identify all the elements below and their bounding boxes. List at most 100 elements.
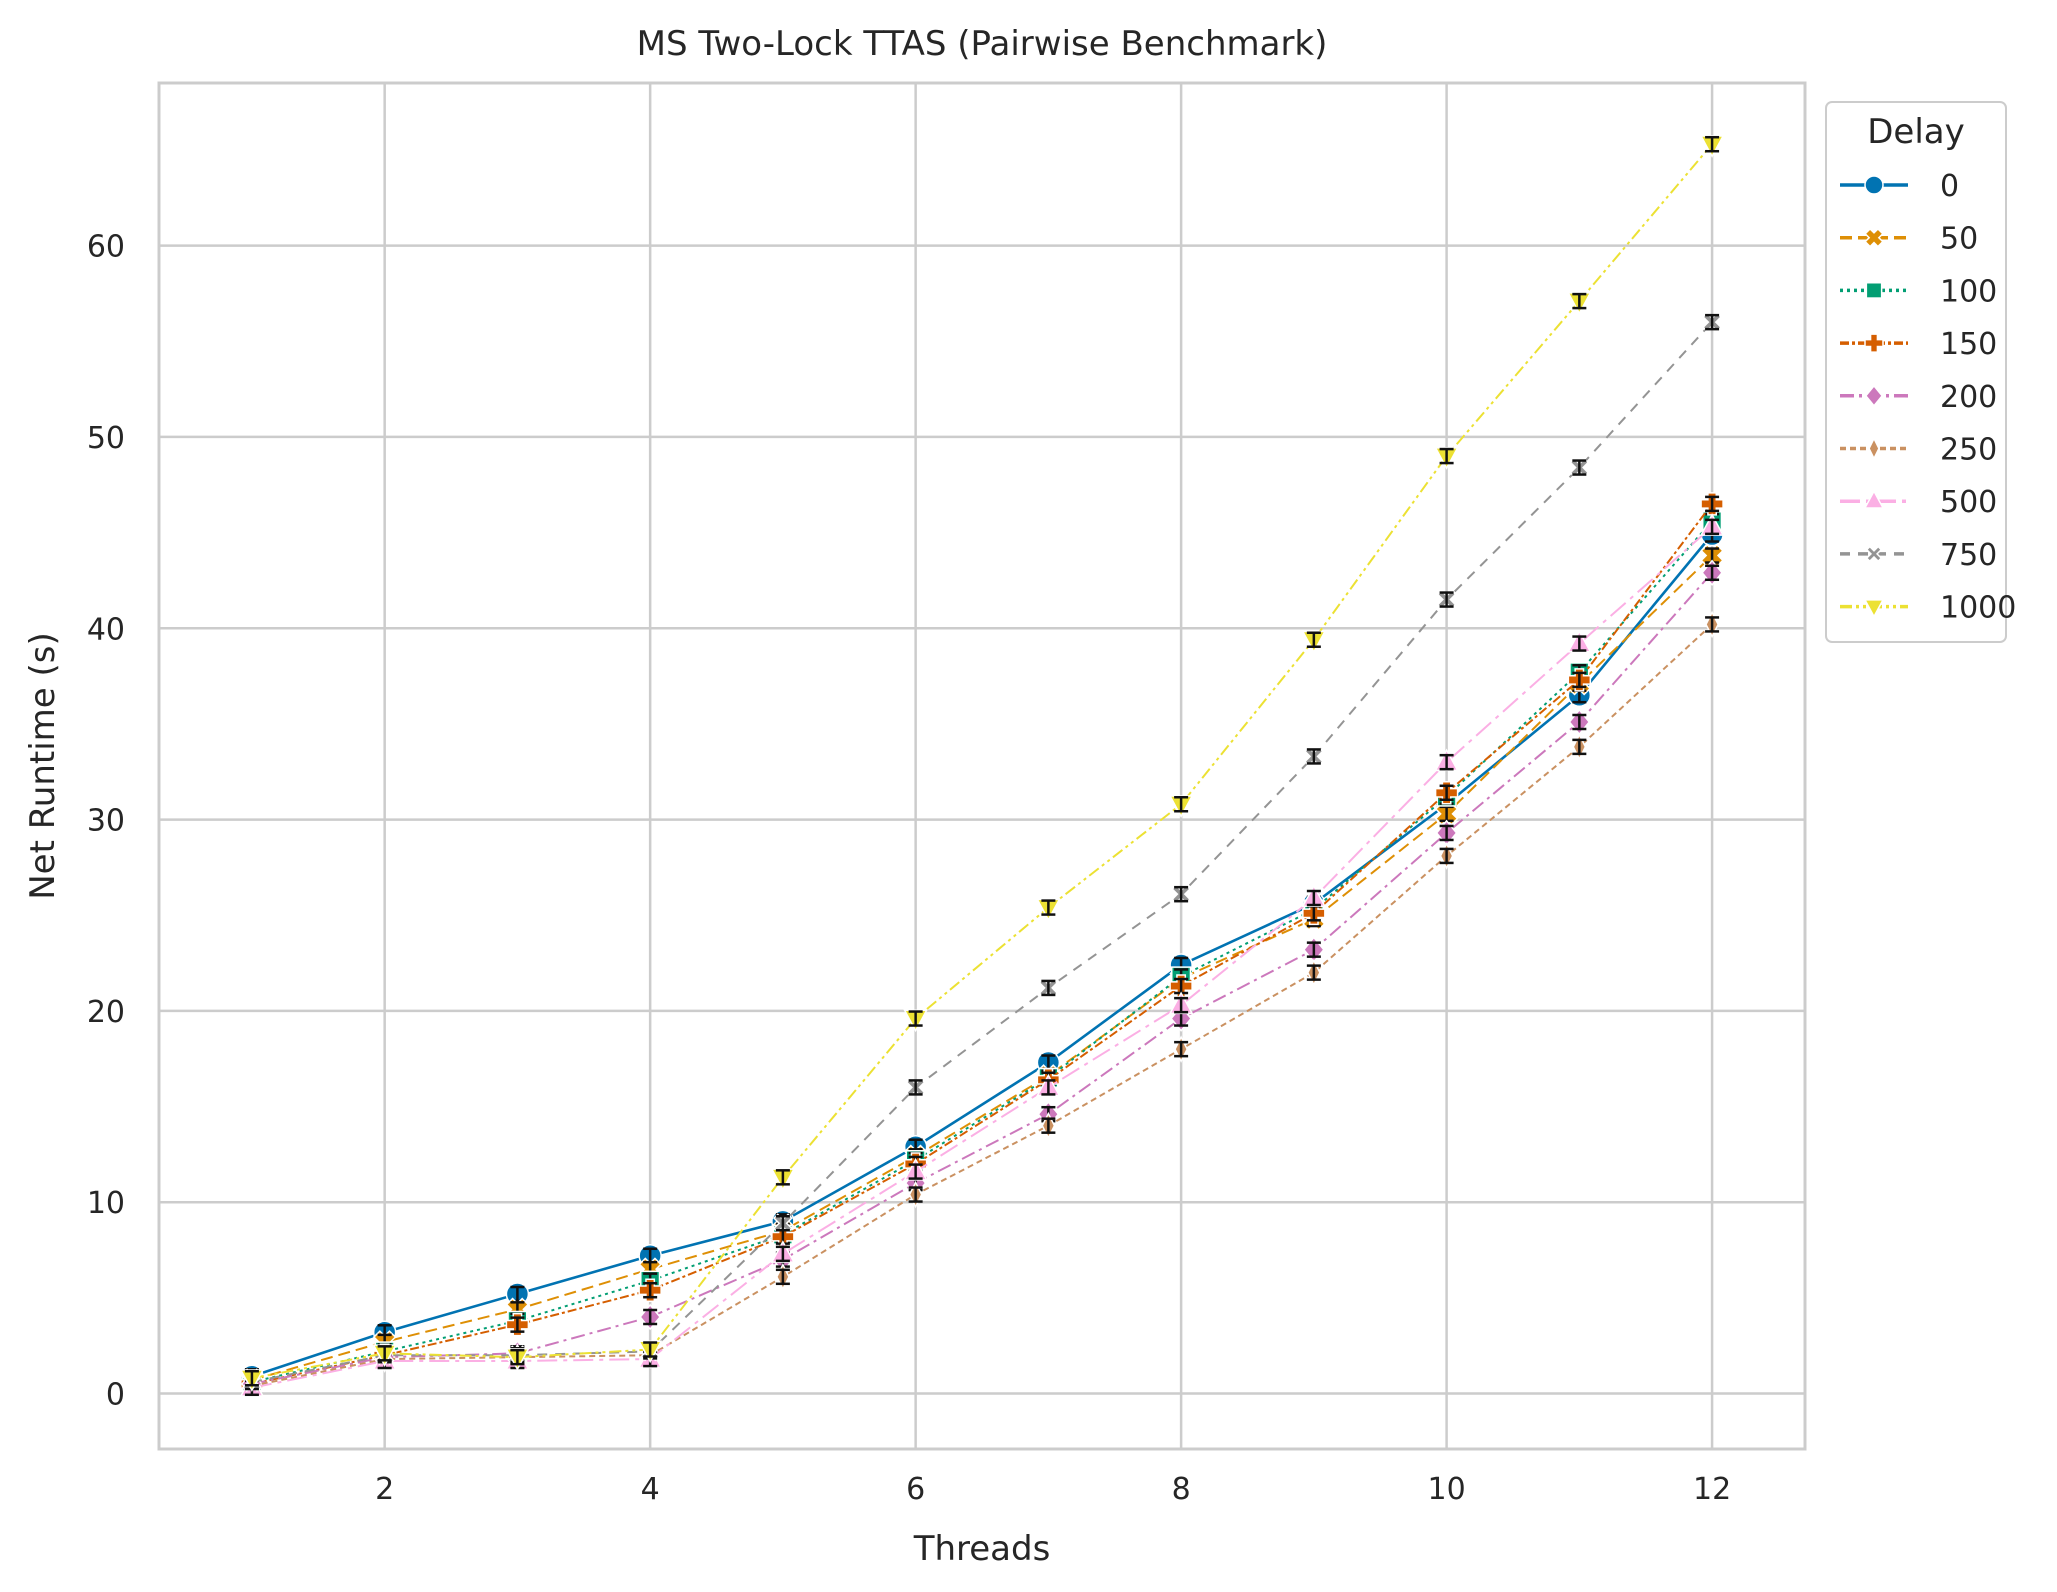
y-tick-label: 50 [87, 421, 125, 456]
error-bar [1439, 447, 1454, 465]
legend-marker [1868, 436, 1880, 461]
legend-label: 100 [1940, 274, 1997, 309]
legend-item-150: 150 [1840, 327, 1997, 362]
error-bar [1306, 964, 1321, 981]
series-line-250 [251, 623, 1713, 1387]
error-bar [1439, 847, 1454, 865]
series-line-1000 [251, 143, 1713, 1380]
error-bar [1439, 591, 1454, 608]
legend-label: 500 [1940, 485, 1997, 520]
legend-item-200: 200 [1840, 380, 1997, 415]
y-tick-label: 60 [87, 230, 125, 265]
error-bar [775, 1268, 790, 1286]
error-bar [1572, 459, 1587, 476]
series-line-200 [251, 572, 1713, 1385]
error-bar [1306, 889, 1321, 907]
error-bar [908, 1010, 923, 1027]
series-line-100 [251, 520, 1713, 1384]
error-bar [643, 1308, 658, 1326]
error-bar [1572, 635, 1587, 652]
legend-label: 0 [1940, 169, 1959, 204]
legend-item-0: 0 [1840, 169, 1959, 204]
legend-label: 50 [1940, 222, 1978, 257]
plot-frame [157, 81, 1807, 1451]
legend-marker [1865, 545, 1883, 563]
error-bar [1572, 671, 1587, 689]
error-bar [1572, 713, 1587, 731]
series-1000 [239, 135, 1725, 1392]
series-line-0 [251, 533, 1714, 1378]
legend-item-1000: 1000 [1840, 591, 2016, 626]
error-bar [643, 1341, 658, 1358]
legend-item-50: 50 [1840, 222, 1978, 257]
error-bar [244, 1369, 259, 1387]
error-bar [1041, 979, 1056, 997]
legend-item-100: 100 [1840, 274, 1997, 309]
x-tick-labels: 2 4 6 8 10 12 [375, 1472, 1731, 1507]
error-bar [1439, 753, 1454, 771]
error-bar [1174, 796, 1189, 813]
x-tick-label: 10 [1428, 1472, 1466, 1507]
x-tick-label: 8 [1172, 1472, 1191, 1507]
error-bar [1705, 495, 1720, 513]
legend-label: 150 [1940, 327, 1997, 362]
series-line-150 [251, 503, 1713, 1385]
error-bar [1041, 1079, 1056, 1096]
error-bar [1572, 738, 1587, 756]
legend-marker [1864, 333, 1884, 353]
error-bar [377, 1345, 392, 1362]
y-tick-label: 20 [87, 995, 125, 1030]
legend-marker [1864, 175, 1884, 195]
legend-item-500: 500 [1840, 485, 1997, 520]
legend-marker [1863, 599, 1885, 619]
error-bar [1306, 748, 1321, 765]
error-bar [643, 1281, 658, 1299]
error-bar [1705, 564, 1720, 582]
legend-title: Delay [1867, 112, 1965, 152]
error-bar [1174, 885, 1189, 903]
error-bar [1306, 631, 1321, 648]
error-bar [510, 1348, 525, 1366]
error-bar [1705, 616, 1720, 633]
legend: Delay 0 50 100 150 200 250 500 750 1000 [1825, 101, 2016, 643]
error-bar [1439, 824, 1454, 842]
error-bar [1705, 313, 1720, 331]
y-axis-label: Net Runtime (s) [23, 632, 63, 900]
error-bar [775, 1169, 790, 1186]
y-tick-label: 10 [87, 1186, 125, 1221]
x-tick-label: 2 [375, 1472, 394, 1507]
x-axis-label: Threads [913, 1529, 1051, 1569]
error-bar [908, 1079, 923, 1096]
error-bar [908, 1163, 923, 1180]
error-bar [1174, 1040, 1189, 1058]
y-tick-label: 30 [87, 804, 125, 839]
series-line-750 [251, 321, 1713, 1384]
error-bar [1705, 518, 1720, 536]
legend-label: 1000 [1940, 591, 2016, 626]
y-tick-label: 0 [106, 1378, 125, 1413]
error-bar [1439, 784, 1454, 802]
legend-marker [1865, 282, 1883, 299]
series-line-50 [251, 554, 1713, 1382]
y-tick-label: 40 [87, 612, 125, 647]
legend-marker [1863, 489, 1885, 509]
legend-label: 200 [1940, 380, 1997, 415]
x-tick-label: 12 [1693, 1472, 1731, 1507]
error-bar [1041, 1117, 1056, 1134]
error-bar [1572, 292, 1587, 310]
legend-label: 750 [1940, 538, 1997, 573]
legend-marker [1864, 384, 1884, 407]
legend-item-750: 750 [1840, 538, 1997, 573]
x-tick-label: 6 [906, 1472, 925, 1507]
error-bar [510, 1316, 525, 1333]
chart-title: MS Two-Lock TTAS (Pairwise Benchmark) [637, 24, 1328, 64]
series-layer [239, 135, 1725, 1400]
legend-items: 0 50 100 150 200 250 500 750 1000 [1840, 169, 2016, 626]
y-tick-labels: 0 10 20 30 40 50 60 [87, 230, 125, 1413]
legend-item-250: 250 [1840, 433, 1997, 468]
legend-marker [1864, 227, 1884, 248]
error-bar [1041, 899, 1056, 916]
error-bar [1705, 135, 1720, 153]
